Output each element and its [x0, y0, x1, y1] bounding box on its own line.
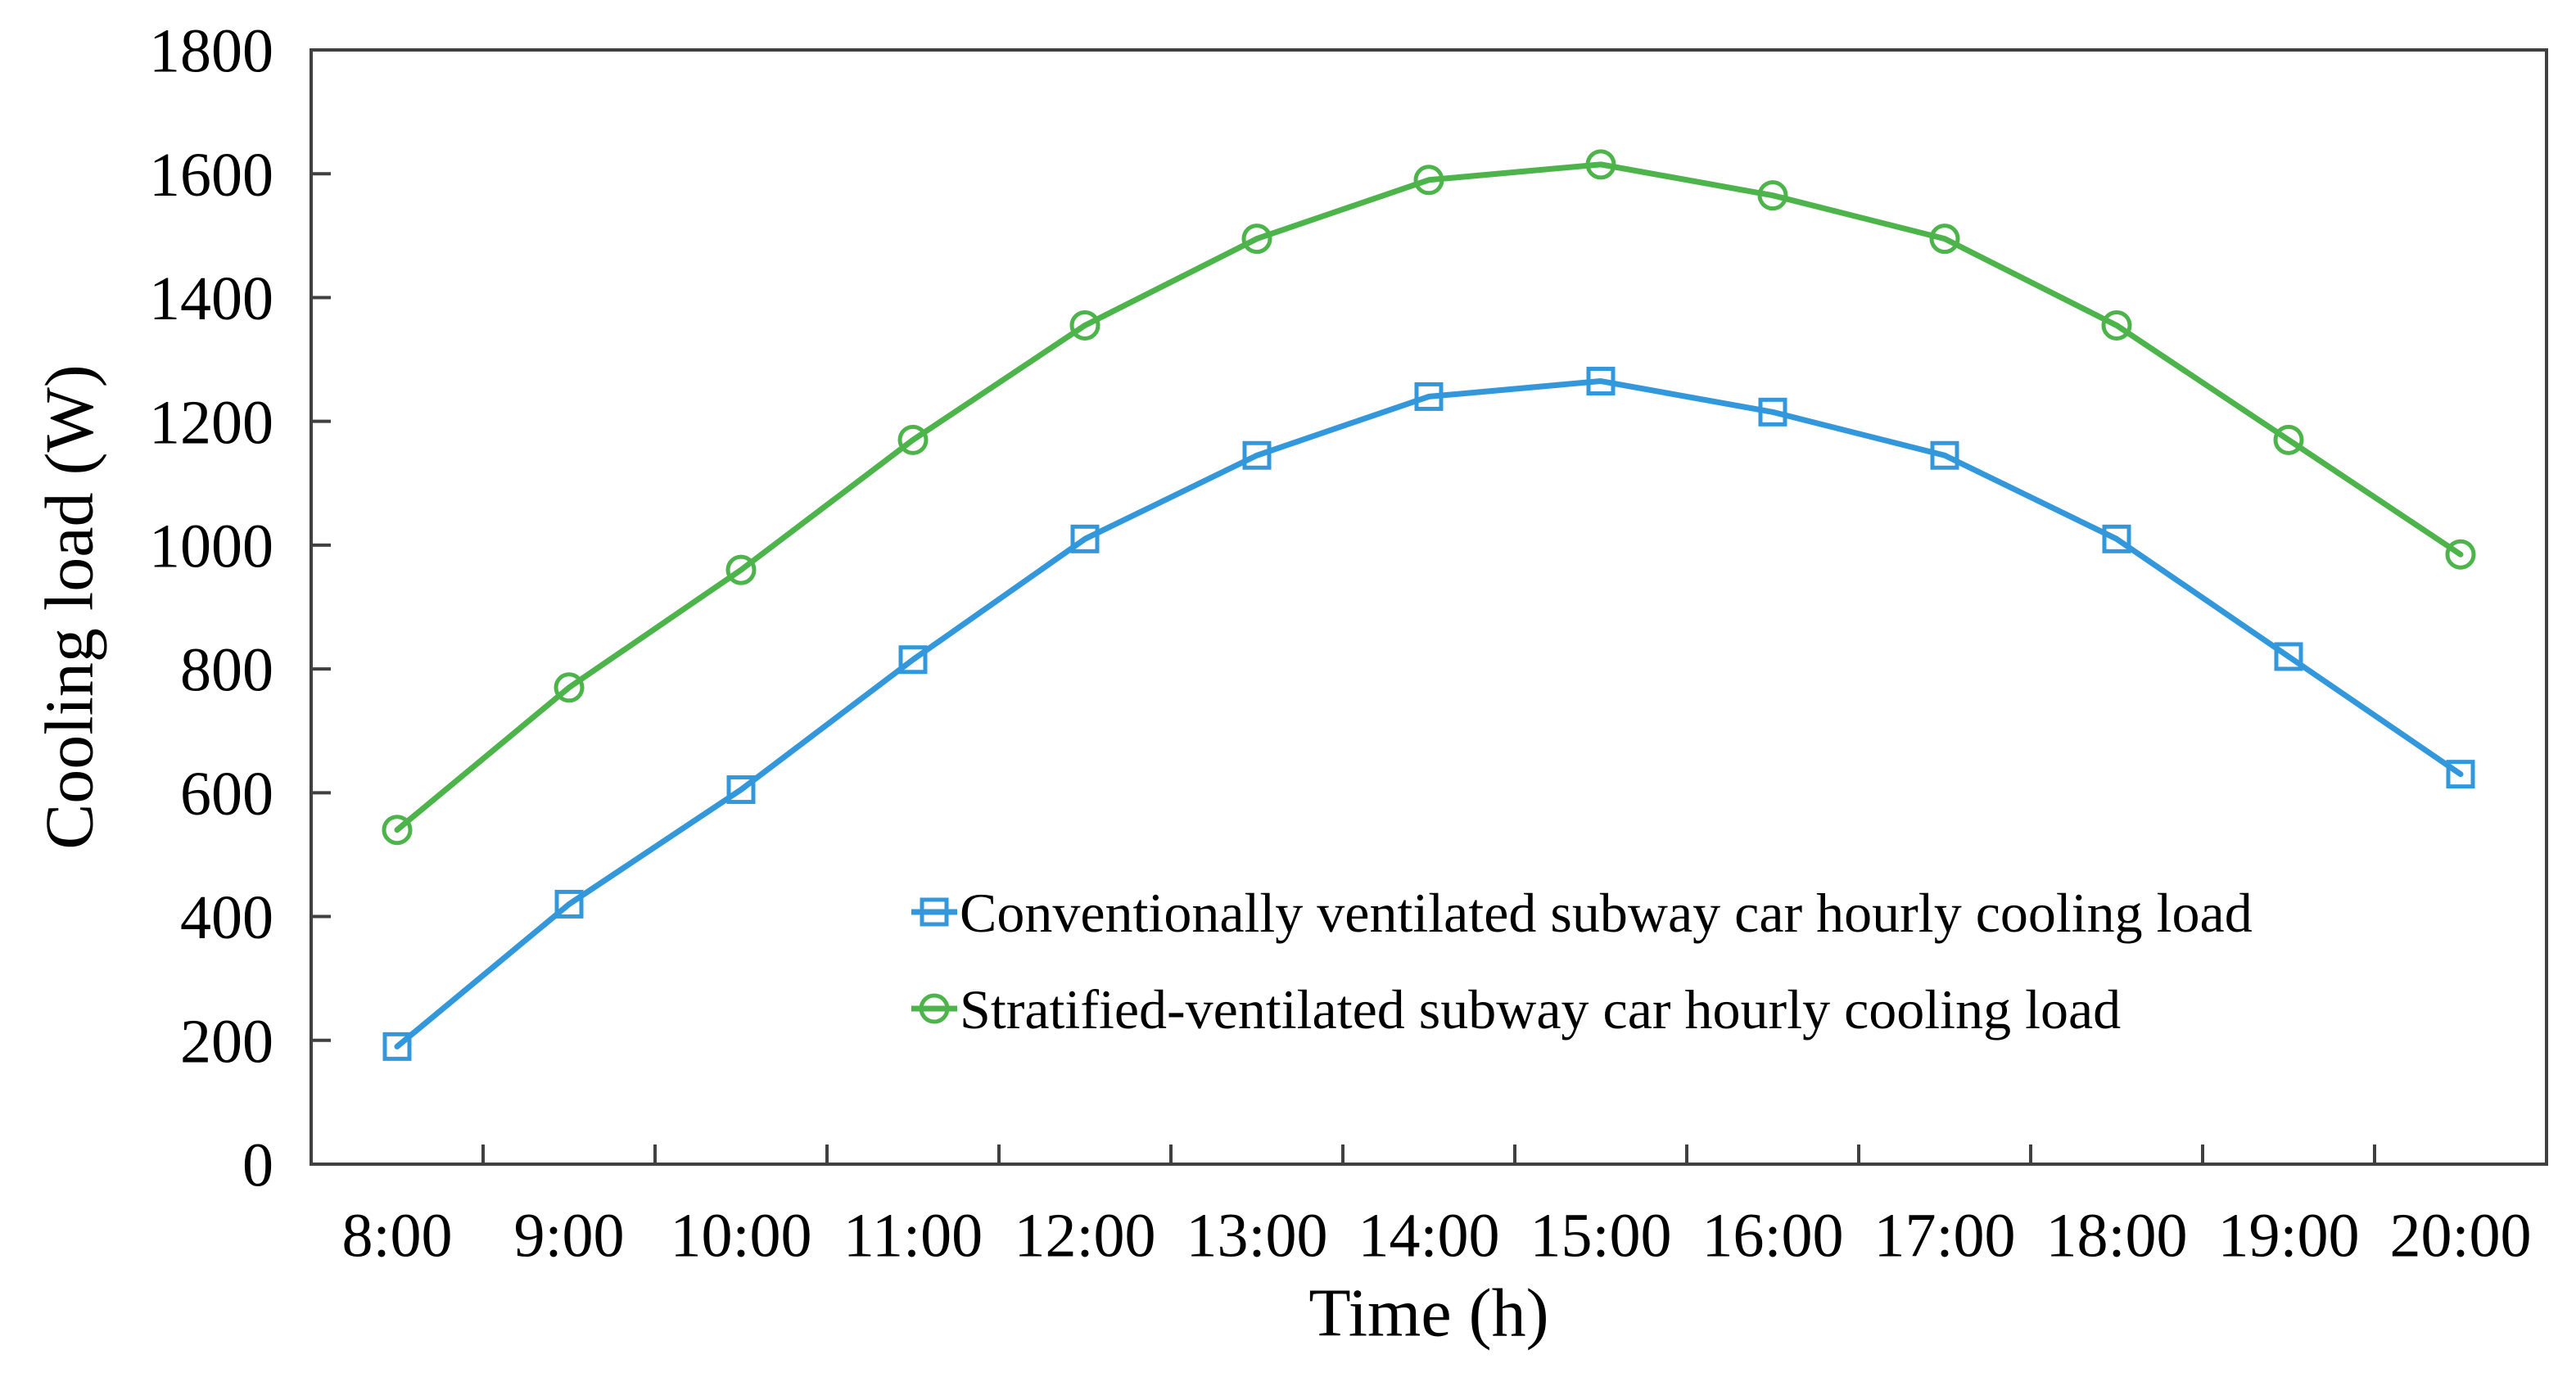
data-point-marker [1414, 381, 1444, 411]
legend-item: Conventionally ventilated subway car hou… [911, 882, 2253, 944]
data-point-marker [554, 889, 584, 919]
x-tick-label: 10:00 [670, 1202, 811, 1271]
data-point-marker [554, 672, 585, 703]
data-point-marker [2445, 539, 2476, 570]
legend-label: Conventionally ventilated subway car hou… [960, 882, 2253, 944]
x-tick-label: 20:00 [2389, 1202, 2531, 1271]
data-point-marker [382, 1032, 412, 1061]
y-tick-label: 1000 [149, 512, 273, 580]
data-point-marker [1070, 524, 1100, 553]
y-tick-label: 1200 [149, 388, 273, 457]
series-stratified-ventilated [382, 149, 2476, 846]
x-tick-label: 17:00 [1873, 1202, 2015, 1271]
x-tick-label: 18:00 [2045, 1202, 2187, 1271]
x-tick-label: 8:00 [341, 1202, 452, 1271]
data-point-marker [2446, 760, 2475, 789]
legend: Conventionally ventilated subway car hou… [911, 882, 2253, 1041]
x-tick-label: 13:00 [1186, 1202, 1327, 1271]
y-tick-label: 600 [180, 760, 273, 828]
data-point-marker [2273, 424, 2304, 455]
data-point-marker [725, 554, 757, 585]
x-tick-label: 15:00 [1530, 1202, 1671, 1271]
y-tick-label: 800 [180, 636, 273, 705]
data-point-marker [1758, 397, 1787, 427]
y-tick-label: 1600 [149, 141, 273, 210]
x-tick-label: 16:00 [1702, 1202, 1843, 1271]
data-point-marker [2102, 524, 2131, 553]
x-tick-label: 9:00 [513, 1202, 624, 1271]
data-point-marker [1586, 367, 1616, 396]
data-point-marker [2274, 642, 2303, 671]
plot-frame [310, 48, 2548, 1166]
legend-label: Stratified-ventilated subway car hourly … [960, 978, 2121, 1041]
data-point-marker [1069, 309, 1100, 341]
series-line [394, 378, 2464, 1050]
series-line [394, 161, 2464, 833]
data-point-marker [1757, 180, 1788, 211]
x-tick-label: 19:00 [2217, 1202, 2359, 1271]
series-conventionally-ventilated [382, 367, 2475, 1061]
legend-item: Stratified-ventilated subway car hourly … [911, 978, 2121, 1041]
y-tick-label: 1400 [149, 264, 273, 333]
x-tick-label: 14:00 [1358, 1202, 1499, 1271]
y-tick-label: 1800 [149, 17, 273, 86]
legend-square-marker-icon [920, 897, 949, 927]
data-point-marker [1585, 149, 1616, 180]
y-axis-title: Cooling load (W) [31, 364, 107, 850]
y-tick-label: 0 [242, 1131, 273, 1200]
y-tick-label: 400 [180, 883, 273, 952]
x-axis-title: Time (h) [1308, 1275, 1548, 1351]
x-tick-label: 11:00 [843, 1202, 983, 1271]
data-point-marker [1242, 440, 1272, 470]
data-point-marker [726, 775, 756, 805]
data-point-marker [1930, 440, 1959, 470]
data-point-marker [1929, 223, 1960, 255]
legend-circle-marker-icon [919, 993, 950, 1024]
x-tick-label: 12:00 [1014, 1202, 1155, 1271]
data-point-marker [898, 645, 928, 675]
data-point-marker [897, 424, 929, 455]
y-tick-label: 200 [180, 1007, 273, 1076]
data-point-marker [1241, 223, 1272, 255]
data-point-marker [2101, 309, 2132, 341]
data-point-marker [382, 815, 413, 846]
data-point-marker [1413, 165, 1444, 196]
